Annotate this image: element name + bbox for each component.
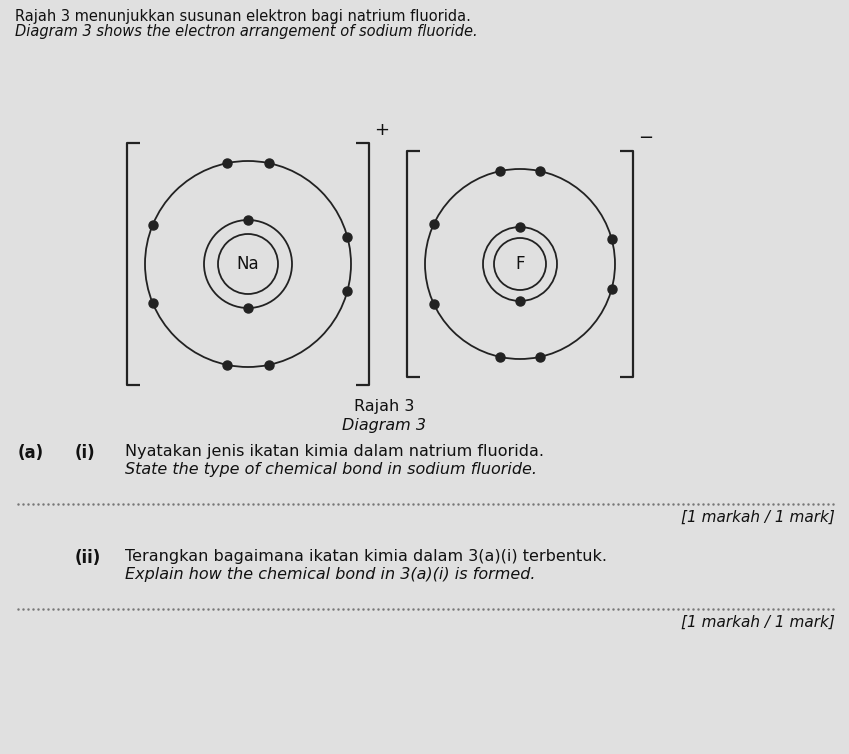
Text: Nyatakan jenis ikatan kimia dalam natrium fluorida.: Nyatakan jenis ikatan kimia dalam natriu… (125, 444, 544, 459)
Text: [1 markah / 1 mark]: [1 markah / 1 mark] (681, 615, 835, 630)
Text: Rajah 3: Rajah 3 (354, 399, 414, 414)
Text: F: F (515, 255, 525, 273)
Text: (ii): (ii) (75, 549, 101, 567)
Text: Terangkan bagaimana ikatan kimia dalam 3(a)(i) terbentuk.: Terangkan bagaimana ikatan kimia dalam 3… (125, 549, 607, 564)
Text: Rajah 3 menunjukkan susunan elektron bagi natrium fluorida.: Rajah 3 menunjukkan susunan elektron bag… (15, 9, 471, 24)
Text: Na: Na (237, 255, 259, 273)
Text: (i): (i) (75, 444, 96, 462)
Text: State the type of chemical bond in sodium fluoride.: State the type of chemical bond in sodiu… (125, 462, 537, 477)
Text: −: − (638, 129, 653, 147)
Text: [1 markah / 1 mark]: [1 markah / 1 mark] (681, 510, 835, 525)
Text: Diagram 3 shows the electron arrangement of sodium fluoride.: Diagram 3 shows the electron arrangement… (15, 24, 478, 39)
Text: +: + (374, 121, 389, 139)
Text: Explain how the chemical bond in 3(a)(i) is formed.: Explain how the chemical bond in 3(a)(i)… (125, 567, 536, 582)
Text: Diagram 3: Diagram 3 (342, 418, 426, 433)
Text: (a): (a) (18, 444, 44, 462)
